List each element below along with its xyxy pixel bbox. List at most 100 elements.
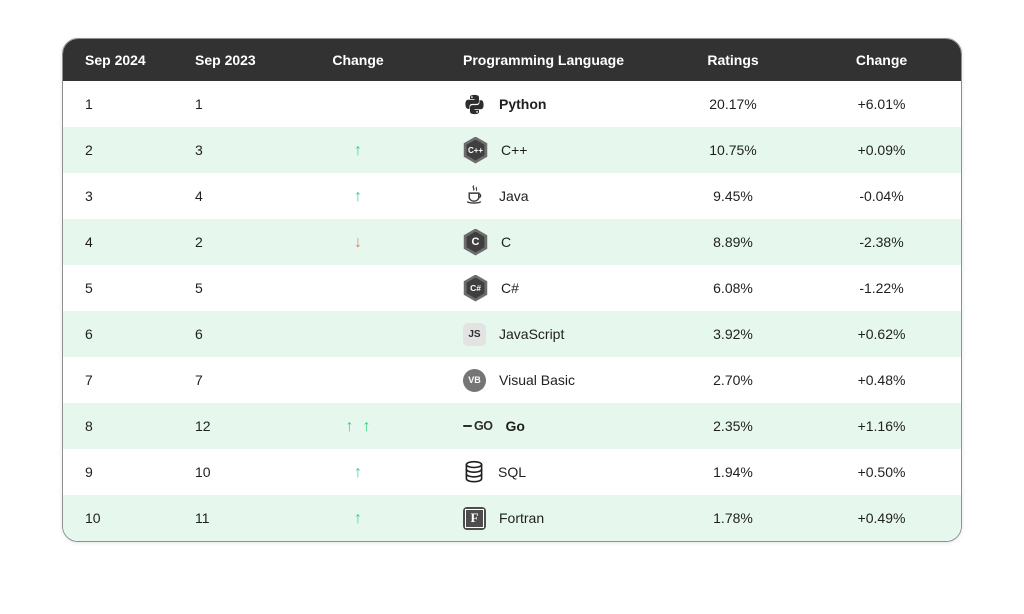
table-row: 1 1 Python 20.17% +6.01% xyxy=(63,81,961,127)
rank-2024-cell: 5 xyxy=(85,280,93,296)
rank-2023-cell: 5 xyxy=(195,280,203,296)
rating-change-cell: +0.49% xyxy=(857,510,906,526)
tiobe-index-table: Sep 2024 Sep 2023 Change Programming Lan… xyxy=(62,38,962,542)
language-label: Fortran xyxy=(499,510,545,526)
table-row: 7 7 VB Visual Basic 2.70% +0.48% xyxy=(63,357,961,403)
rank-2023-cell: 7 xyxy=(195,372,203,388)
hexagon-letter: C# xyxy=(470,283,481,293)
rank-change-cell: ↑ xyxy=(283,188,433,205)
language-cell: GO Go xyxy=(433,418,663,434)
language-label: JavaScript xyxy=(499,326,565,342)
go-logo-icon: GO xyxy=(463,419,493,433)
rating-change-cell: +1.16% xyxy=(857,418,906,434)
rating-cell: 8.89% xyxy=(713,234,753,250)
rating-change-cell: -1.22% xyxy=(859,280,904,296)
rating-change-cell: -0.04% xyxy=(859,188,904,204)
rating-cell: 10.75% xyxy=(709,142,757,158)
rating-change-cell: +0.50% xyxy=(857,464,906,480)
rating-cell: 20.17% xyxy=(709,96,757,112)
rank-2024-cell: 1 xyxy=(85,96,93,112)
language-cell: F Fortran xyxy=(433,506,663,530)
rank-2023-cell: 10 xyxy=(195,464,211,480)
rating-cell: 1.78% xyxy=(713,510,753,526)
python-icon xyxy=(463,93,486,116)
rank-2023-cell: 4 xyxy=(195,188,203,204)
up-arrow-icon: ↑ xyxy=(354,141,362,159)
table-row: 3 4 ↑ Java 9.45% -0.04% xyxy=(63,173,961,219)
header-programming-language: Programming Language xyxy=(463,52,625,68)
up-arrow-icon: ↑ xyxy=(345,417,354,435)
rank-change-cell: ↑ xyxy=(283,510,433,527)
rating-cell: 3.92% xyxy=(713,326,753,342)
vb-circle-icon: VB xyxy=(463,368,486,392)
language-label: C# xyxy=(501,280,519,296)
js-square-icon: JS xyxy=(463,322,486,346)
header-ratings-change: Change xyxy=(855,52,908,68)
rank-2024-cell: 2 xyxy=(85,142,93,158)
rating-change-cell: +0.48% xyxy=(857,372,906,388)
rank-2023-cell: 3 xyxy=(195,142,203,158)
up-arrow-icon: ↑ xyxy=(362,417,371,435)
table-row: 5 5 C# C# 6.08% -1.22% xyxy=(63,265,961,311)
rating-change-cell: +0.62% xyxy=(857,326,906,342)
rank-2024-cell: 4 xyxy=(85,234,93,250)
go-speed-dash xyxy=(463,424,472,428)
table-row: 6 6 JS JavaScript 3.92% +0.62% xyxy=(63,311,961,357)
rank-2024-cell: 3 xyxy=(85,188,93,204)
language-label: Python xyxy=(499,96,547,112)
go-letters: GO xyxy=(474,419,493,433)
rank-2024-cell: 10 xyxy=(85,510,101,526)
header-sep-2023: Sep 2023 xyxy=(195,52,256,68)
table-header-row: Sep 2024 Sep 2023 Change Programming Lan… xyxy=(63,39,961,81)
rank-2023-cell: 1 xyxy=(195,96,203,112)
hexagon-letter: C++ xyxy=(467,145,484,155)
table-row: 2 3 ↑ C++ C++ 10.75% +0.09% xyxy=(63,127,961,173)
rank-2024-cell: 6 xyxy=(85,326,93,342)
up-arrow-icon: ↑ xyxy=(354,187,362,205)
cpp-hexagon-icon: C++ xyxy=(463,136,488,164)
up-arrow-icon: ↑ xyxy=(354,463,362,481)
java-cup-icon xyxy=(463,184,486,208)
fortran-frame: F xyxy=(465,508,484,528)
language-cell: Java xyxy=(433,184,663,208)
table-body: 1 1 Python 20.17% +6.01% 2 3 ↑ C++ C++ 10.75% +0.09… xyxy=(63,81,961,541)
rank-change-cell: ↓ xyxy=(283,234,433,251)
language-cell: C# C# xyxy=(433,274,663,302)
header-ratings: Ratings xyxy=(707,52,759,68)
language-label: SQL xyxy=(498,464,527,480)
rating-cell: 2.70% xyxy=(713,372,753,388)
language-cell: SQL xyxy=(433,460,663,484)
fortran-letter: F xyxy=(470,510,479,525)
table-row: 8 12 ↑ ↑ GO Go 2.35% +1.16% xyxy=(63,403,961,449)
js-letters: JS xyxy=(468,328,481,340)
rank-2023-cell: 12 xyxy=(195,418,211,434)
c-hexagon-icon: C xyxy=(463,228,488,256)
rating-cell: 2.35% xyxy=(713,418,753,434)
language-cell: VB Visual Basic xyxy=(433,368,663,392)
fortran-square-icon: F xyxy=(463,506,486,530)
rating-change-cell: +6.01% xyxy=(857,96,906,112)
language-cell: C++ C++ xyxy=(433,136,663,164)
rank-2024-cell: 7 xyxy=(85,372,93,388)
language-label: C++ xyxy=(501,142,528,158)
table-row: 9 10 ↑ SQL 1.94% +0.50% xyxy=(63,449,961,495)
rank-change-cell: ↑ xyxy=(283,464,433,481)
rank-2023-cell: 6 xyxy=(195,326,203,342)
rank-change-cell: ↑ ↑ xyxy=(283,418,433,435)
language-label: C xyxy=(501,234,512,250)
table-row: 10 11 ↑ F Fortran 1.78% +0.49% xyxy=(63,495,961,541)
rank-2024-cell: 9 xyxy=(85,464,93,480)
language-label: Visual Basic xyxy=(499,372,576,388)
sql-database-icon xyxy=(463,460,485,484)
table-row: 4 2 ↓ C C 8.89% -2.38% xyxy=(63,219,961,265)
rating-cell: 6.08% xyxy=(713,280,753,296)
rank-2023-cell: 2 xyxy=(195,234,203,250)
csharp-hexagon-icon: C# xyxy=(463,274,488,302)
vb-letters: VB xyxy=(468,375,481,385)
rank-2024-cell: 8 xyxy=(85,418,93,434)
rating-change-cell: +0.09% xyxy=(857,142,906,158)
rank-change-cell: ↑ xyxy=(283,142,433,159)
language-label: Java xyxy=(499,188,529,204)
rank-2023-cell: 11 xyxy=(195,510,210,526)
